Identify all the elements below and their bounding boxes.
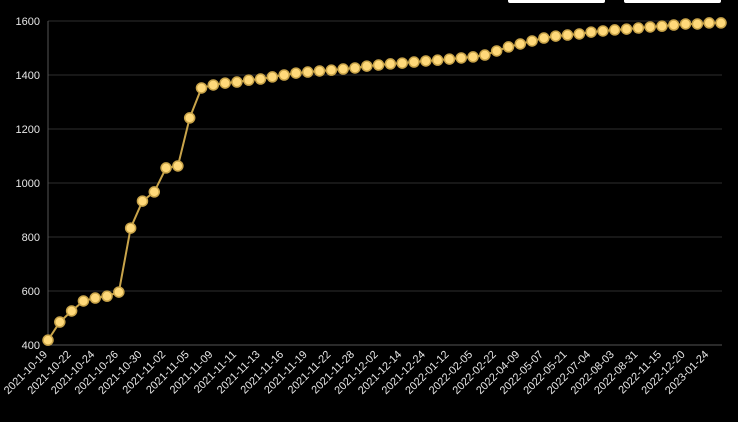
point (703, 17, 715, 29)
point (691, 18, 704, 30)
point (632, 22, 645, 34)
point (77, 295, 90, 307)
point (42, 334, 54, 346)
y-tick-label: 800 (22, 232, 40, 244)
point (656, 20, 668, 32)
point (561, 29, 574, 41)
point (585, 26, 597, 38)
point (242, 74, 255, 86)
point (219, 77, 231, 89)
point (113, 286, 125, 298)
y-tick-label: 1600 (16, 16, 40, 28)
point (124, 222, 137, 234)
point (526, 35, 538, 47)
button[interactable] (624, 0, 721, 3)
point (172, 160, 184, 172)
point (597, 25, 609, 37)
button[interactable] (508, 0, 605, 3)
point (467, 51, 479, 63)
line (47, 21, 721, 341)
point (254, 73, 267, 85)
point (361, 60, 373, 72)
point (408, 56, 420, 68)
point (148, 186, 161, 198)
point (266, 71, 279, 83)
point (384, 58, 397, 70)
point (420, 55, 432, 67)
y-tick-label: 600 (22, 286, 40, 298)
point (479, 49, 491, 61)
point (431, 54, 444, 66)
point (207, 79, 220, 91)
point (101, 290, 113, 302)
point (538, 32, 550, 44)
point (573, 28, 586, 40)
y-tick-label: 400 (22, 340, 40, 352)
point (644, 21, 656, 33)
point (715, 17, 727, 29)
point (290, 67, 302, 79)
point (278, 69, 290, 81)
point (372, 59, 385, 71)
point (668, 19, 680, 31)
point (514, 38, 527, 50)
point (396, 57, 408, 69)
point (54, 316, 66, 328)
point (160, 162, 172, 174)
point (490, 45, 503, 57)
point (502, 41, 515, 53)
point (231, 76, 243, 88)
point (337, 63, 349, 75)
point (183, 112, 196, 124)
point (195, 82, 208, 94)
point (608, 24, 621, 36)
y-tick-label: 1200 (16, 124, 40, 136)
point (136, 195, 149, 207)
point (313, 65, 326, 77)
point (89, 292, 101, 304)
point (349, 62, 361, 74)
point (620, 23, 633, 35)
point (302, 66, 314, 78)
point (679, 18, 692, 30)
point (325, 64, 338, 76)
y-tick-label: 1400 (16, 70, 40, 82)
point (443, 53, 456, 65)
point (455, 52, 467, 64)
y-tick-label: 1000 (16, 178, 40, 190)
point (65, 305, 78, 317)
point (549, 30, 562, 42)
